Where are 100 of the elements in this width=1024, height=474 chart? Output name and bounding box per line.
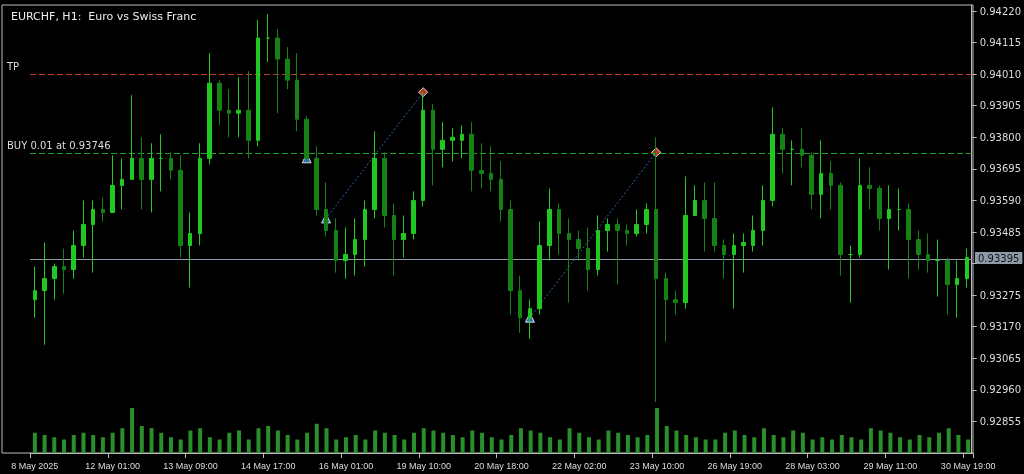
- bar: [295, 439, 300, 453]
- candlestick: [392, 202, 396, 277]
- bar: [353, 435, 358, 453]
- candlestick: [877, 184, 882, 231]
- bar: [868, 428, 873, 453]
- candlestick: [790, 139, 794, 186]
- bar: [450, 435, 455, 453]
- candlestick: [139, 136, 144, 210]
- bar: [917, 435, 922, 453]
- candlestick: [343, 227, 348, 280]
- candlestick: [819, 139, 823, 219]
- bar: [52, 437, 57, 453]
- bar: [499, 439, 504, 453]
- candlestick: [547, 187, 552, 262]
- y-tick-label: 0.93170: [979, 321, 1022, 333]
- candlestick: [586, 227, 590, 292]
- candlestick: [800, 127, 804, 168]
- candlestick: [149, 142, 154, 213]
- candlestick: [324, 181, 328, 238]
- candlestick: [644, 202, 649, 235]
- candlestick: [236, 76, 241, 138]
- ref-line-label: 0.93395: [978, 252, 1020, 264]
- bar: [557, 439, 562, 453]
- candlestick: [489, 145, 493, 192]
- candlestick: [52, 263, 57, 301]
- x-tick-label: 20 May 18:00: [474, 460, 529, 471]
- candlestick: [770, 106, 775, 207]
- bar: [859, 439, 864, 453]
- candlestick: [469, 121, 474, 192]
- bar: [256, 428, 261, 453]
- bar: [305, 432, 310, 453]
- candlestick: [741, 233, 746, 274]
- candlestick: [751, 214, 755, 253]
- bar: [888, 432, 893, 453]
- y-tick-label: 0.93485: [979, 226, 1022, 238]
- candlestick: [722, 239, 726, 280]
- y-tick-label: 0.93695: [979, 163, 1022, 175]
- x-tick-label: 26 May 19:00: [707, 460, 763, 471]
- bar: [62, 439, 67, 453]
- bar: [528, 430, 533, 453]
- candlestick: [169, 151, 173, 180]
- candlestick: [33, 266, 37, 319]
- candlestick: [42, 242, 47, 346]
- candlestick: [955, 260, 959, 319]
- bar: [625, 435, 630, 453]
- x-tick-label: 28 May 03:00: [785, 460, 840, 471]
- candlestick: [673, 290, 678, 316]
- bar: [421, 428, 426, 453]
- bar: [664, 426, 669, 453]
- candlestick: [227, 88, 231, 138]
- candlestick: [809, 151, 814, 210]
- bar: [32, 432, 37, 453]
- y-tick-label: 0.93800: [979, 131, 1022, 143]
- bar: [441, 432, 446, 453]
- candlestick: [353, 217, 357, 277]
- candlestick: [62, 248, 66, 295]
- bar: [285, 435, 290, 453]
- bar: [237, 430, 242, 453]
- candlestick: [732, 233, 736, 310]
- candlestick: [712, 181, 717, 253]
- candlestick: [440, 121, 445, 168]
- bar: [412, 432, 417, 453]
- bar: [188, 430, 193, 453]
- bar: [149, 428, 154, 453]
- candlestick: [518, 275, 522, 334]
- candlestick: [625, 223, 629, 247]
- bar: [616, 432, 621, 453]
- x-tick-label: 8 May 2025: [11, 460, 59, 471]
- bar: [382, 432, 387, 453]
- bar: [606, 430, 611, 453]
- bar: [392, 435, 397, 453]
- bar: [956, 435, 961, 453]
- bar: [966, 439, 971, 453]
- candlestick: [935, 239, 940, 298]
- candlestick: [382, 151, 387, 228]
- candlestick: [110, 154, 115, 213]
- candlestick: [916, 230, 921, 271]
- x-tick-label: 22 May 02:00: [552, 460, 607, 471]
- candlestick: [906, 202, 911, 280]
- candlestick: [401, 214, 406, 259]
- x-tick-label: 23 May 10:00: [629, 460, 685, 471]
- candlestick: [945, 257, 950, 316]
- candlestick: [372, 130, 377, 219]
- candlestick: [217, 79, 222, 126]
- bar: [684, 435, 689, 453]
- x-tick-label: 12 May 01:00: [85, 460, 140, 471]
- candlestick: [460, 124, 464, 159]
- bar: [567, 428, 572, 453]
- bar: [586, 437, 591, 453]
- bar: [120, 428, 125, 453]
- bar: [71, 435, 76, 453]
- bar: [723, 432, 728, 453]
- bar: [791, 430, 796, 453]
- candlestick: [897, 187, 901, 231]
- bar: [810, 439, 815, 453]
- bar: [91, 435, 96, 453]
- candlestick: [295, 52, 299, 132]
- ref-line-label: BUY 0.01 at 0.93746: [7, 140, 111, 152]
- candlestick: [101, 196, 105, 222]
- bar: [470, 430, 475, 453]
